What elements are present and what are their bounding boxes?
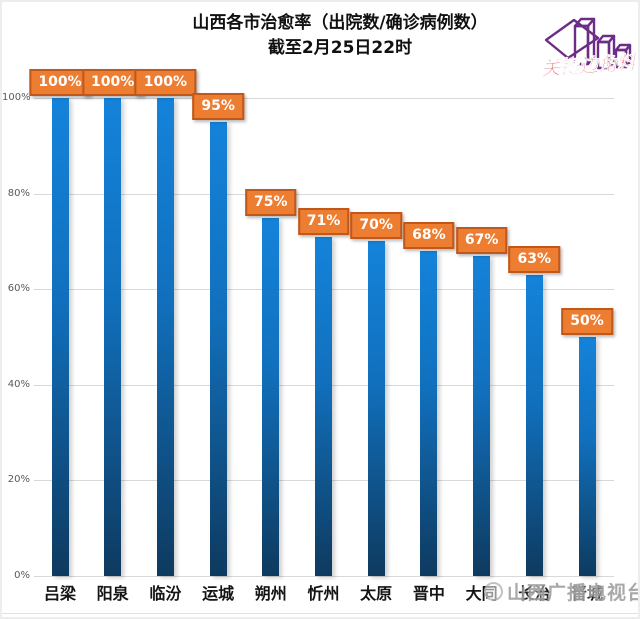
x-axis-label-晋城: 晋城 bbox=[570, 584, 603, 603]
bar-晋中 bbox=[420, 250, 438, 576]
gridline-100% bbox=[34, 98, 614, 99]
value-label-大同: 67% bbox=[455, 226, 508, 254]
x-axis-label-运城: 运城 bbox=[202, 584, 235, 603]
bottom-divider bbox=[2, 613, 638, 614]
y-axis-tick-label: 0% bbox=[14, 570, 30, 581]
x-axis-label-晋中: 晋中 bbox=[412, 584, 445, 603]
chart-title-line1: 山西各市治愈率（出院数/确诊病例数） bbox=[192, 13, 488, 33]
y-axis-tick-label: 60% bbox=[7, 283, 30, 295]
x-axis-label-太原: 太原 bbox=[360, 584, 393, 603]
chart-title-line2: 截至2月25日22时 bbox=[267, 37, 413, 58]
corner-logo-3d-bars-icon: 关键边角料 bbox=[540, 17, 636, 80]
value-label-太原: 70% bbox=[350, 212, 402, 240]
y-axis-tick-label: 80% bbox=[7, 187, 30, 199]
bar-吕梁 bbox=[51, 98, 69, 576]
value-label-朔州: 75% bbox=[245, 188, 297, 216]
value-label-运城: 95% bbox=[192, 92, 244, 120]
x-axis-label-忻州: 忻州 bbox=[307, 584, 340, 603]
y-axis-tick-label: 100% bbox=[2, 92, 31, 103]
x-axis-label-阳泉: 阳泉 bbox=[96, 584, 129, 603]
x-axis-label-临汾: 临汾 bbox=[149, 584, 182, 603]
bar-忻州 bbox=[315, 236, 332, 576]
y-axis-tick-label: 40% bbox=[7, 378, 30, 390]
gridline-0% bbox=[34, 576, 614, 577]
value-label-晋中: 68% bbox=[403, 221, 455, 249]
y-axis-tick-label: 20% bbox=[7, 474, 30, 486]
gridline-80% bbox=[34, 193, 614, 195]
value-label-吕梁: 100% bbox=[29, 69, 91, 96]
x-axis-label-朔州: 朔州 bbox=[254, 584, 287, 603]
x-axis-label-长治: 长治 bbox=[518, 584, 551, 603]
bar-临汾 bbox=[156, 98, 174, 576]
bar-长治 bbox=[525, 274, 543, 576]
x-axis-label-吕梁: 吕梁 bbox=[43, 584, 76, 603]
bar-太原 bbox=[367, 241, 385, 576]
bar-大同 bbox=[473, 255, 491, 576]
bar-阳泉 bbox=[104, 98, 122, 576]
value-label-长治: 63% bbox=[508, 245, 561, 273]
bar-晋城 bbox=[578, 337, 596, 576]
bar-运城 bbox=[209, 121, 227, 576]
bar-朔州 bbox=[262, 217, 280, 576]
chart-title: 山西各市治愈率（出院数/确诊病例数） 截至2月25日22时 bbox=[42, 12, 638, 60]
value-label-临汾: 100% bbox=[134, 69, 197, 96]
value-label-忻州: 71% bbox=[297, 207, 350, 235]
value-label-晋城: 50% bbox=[561, 308, 613, 335]
